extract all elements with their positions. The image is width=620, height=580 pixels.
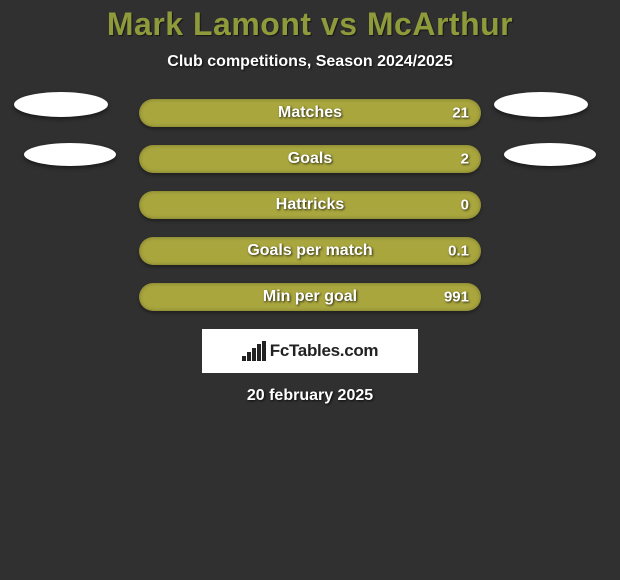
stat-label: Hattricks: [276, 196, 344, 214]
stat-label: Goals per match: [247, 242, 372, 260]
icon-bar: [257, 344, 261, 361]
icon-bar: [262, 341, 266, 361]
icon-bar: [247, 352, 251, 361]
stat-value: 0.1: [448, 243, 469, 260]
stat-row: Goals 2: [0, 145, 620, 173]
subtitle: Club competitions, Season 2024/2025: [0, 53, 620, 71]
stat-row: Min per goal 991: [0, 283, 620, 311]
stat-label: Matches: [278, 104, 342, 122]
branding-badge: FcTables.com: [202, 329, 418, 373]
stat-pill: Min per goal 991: [139, 283, 481, 311]
stat-label: Min per goal: [263, 288, 357, 306]
icon-bar: [242, 356, 246, 361]
stat-pill: Hattricks 0: [139, 191, 481, 219]
stat-label: Goals: [288, 150, 332, 168]
stat-value: 21: [452, 105, 469, 122]
stat-row: Hattricks 0: [0, 191, 620, 219]
branding-text: FcTables.com: [270, 341, 379, 361]
right-player-ellipse: [504, 143, 596, 166]
comparison-infographic: Mark Lamont vs McArthur Club competition…: [0, 0, 620, 580]
left-player-ellipse: [14, 92, 108, 117]
stat-pill: Goals 2: [139, 145, 481, 173]
bar-chart-icon: [242, 341, 266, 361]
stat-value: 0: [461, 197, 469, 214]
stat-row: Goals per match 0.1: [0, 237, 620, 265]
stat-value: 991: [444, 289, 469, 306]
date-label: 20 february 2025: [0, 387, 620, 405]
icon-bar: [252, 348, 256, 361]
stat-value: 2: [461, 151, 469, 168]
stat-row: Matches 21: [0, 99, 620, 127]
stats-container: Matches 21 Goals 2 Hattricks 0 Goals per match…: [0, 99, 620, 311]
stat-pill: Matches 21: [139, 99, 481, 127]
stat-pill: Goals per match 0.1: [139, 237, 481, 265]
left-player-ellipse: [24, 143, 116, 166]
right-player-ellipse: [494, 92, 588, 117]
page-title: Mark Lamont vs McArthur: [0, 6, 620, 43]
